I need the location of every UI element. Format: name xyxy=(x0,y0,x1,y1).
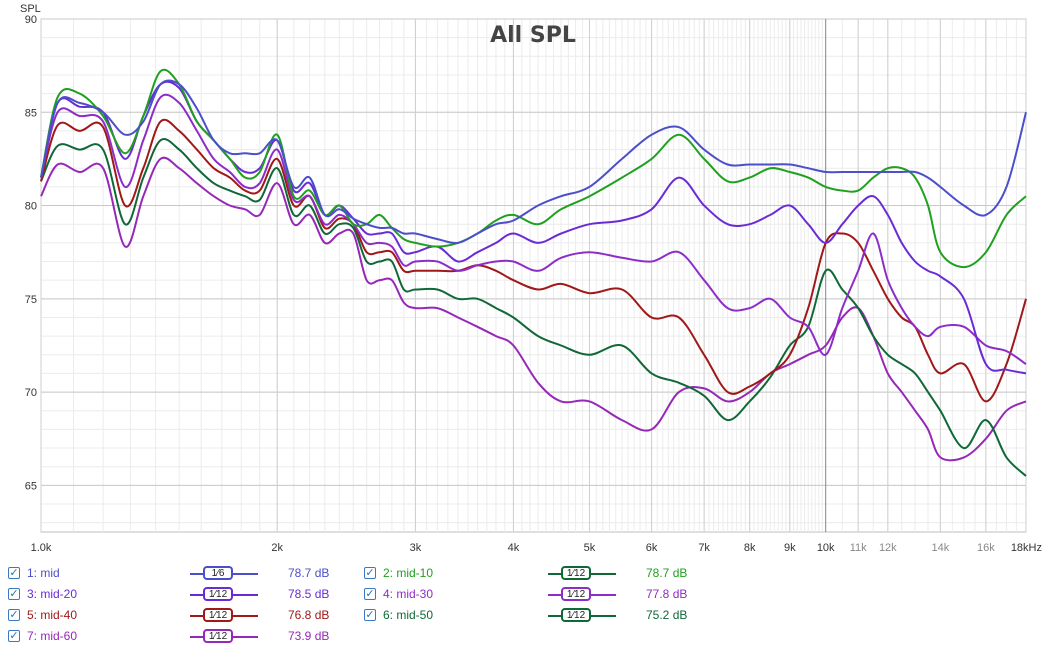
level-value: 78.7 dB xyxy=(288,566,330,580)
series-lines xyxy=(40,68,1027,477)
x-tick-label: 6k xyxy=(646,542,658,554)
series-line-mid-40 xyxy=(40,118,1027,403)
smoothing-value: 1⁄12 xyxy=(208,610,228,621)
smoothing-value: 1⁄12 xyxy=(566,610,586,621)
x-tick-label: 2k xyxy=(271,542,283,554)
x-tick-label: 5k xyxy=(584,542,596,554)
y-tick-label: 80 xyxy=(25,201,37,213)
smoothing-value: 1⁄12 xyxy=(566,589,586,600)
y-axis-ticks: 65 70 75 80 85 90 xyxy=(25,14,37,492)
checkbox-icon[interactable]: ✓ xyxy=(364,608,376,621)
grid xyxy=(40,18,1027,532)
x-tick-label: 14k xyxy=(931,542,949,554)
level-value: 76.8 dB xyxy=(288,608,330,622)
legend-item-mid-50[interactable]: ✓ 6: mid-50 xyxy=(364,606,433,624)
y-axis-label: SPL xyxy=(20,3,41,15)
smoothing-value: 1⁄12 xyxy=(208,589,228,600)
checkbox-icon[interactable]: ✓ xyxy=(8,587,20,600)
level-value: 78.7 dB xyxy=(646,566,688,580)
checkbox-icon[interactable]: ✓ xyxy=(8,566,20,579)
smoothing-control[interactable]: 1⁄12 xyxy=(190,586,258,604)
series-line-mid-30 xyxy=(40,93,1027,365)
legend-item-mid-10[interactable]: ✓ 2: mid-10 xyxy=(364,564,433,582)
checkbox-icon[interactable]: ✓ xyxy=(364,566,376,579)
smoothing-control[interactable]: 1⁄12 xyxy=(548,586,616,604)
legend: ✓ 1: mid 1⁄6 78.7 dB ✓ 2: mid-10 1⁄12 78… xyxy=(0,562,1046,648)
x-tick-label: 4k xyxy=(508,542,520,554)
x-tick-label: 1.0k xyxy=(31,542,52,554)
y-tick-label: 65 xyxy=(25,480,37,492)
x-tick-label: 10k xyxy=(817,542,835,554)
y-tick-label: 85 xyxy=(25,107,37,119)
checkbox-icon[interactable]: ✓ xyxy=(8,629,20,642)
legend-item-mid-60[interactable]: ✓ 7: mid-60 xyxy=(8,627,77,645)
y-tick-label: 75 xyxy=(25,294,37,306)
legend-label: 4: mid-30 xyxy=(383,587,434,601)
smoothing-control[interactable]: 1⁄6 xyxy=(190,565,258,583)
y-tick-label: 90 xyxy=(25,14,37,26)
legend-label: 2: mid-10 xyxy=(383,566,434,580)
smoothing-control[interactable]: 1⁄12 xyxy=(190,628,258,646)
legend-item-mid-30[interactable]: ✓ 4: mid-30 xyxy=(364,585,433,603)
smoothing-control[interactable]: 1⁄12 xyxy=(190,607,258,625)
x-tick-label: 12k xyxy=(879,542,897,554)
legend-label: 7: mid-60 xyxy=(27,629,78,643)
x-tick-label: 8k xyxy=(744,542,756,554)
level-value: 77.8 dB xyxy=(646,587,688,601)
legend-item-mid[interactable]: ✓ 1: mid xyxy=(8,564,60,582)
x-axis-ticks: 1.0k 2k 3k 4k 5k 6k 7k 8k 9k 10k 11k 12k 14k 16k 18kHz xyxy=(31,542,1042,554)
series-line-mid xyxy=(40,79,1027,245)
legend-item-mid-20[interactable]: ✓ 3: mid-20 xyxy=(8,585,77,603)
smoothing-value: 1⁄12 xyxy=(566,568,586,579)
checkbox-icon[interactable]: ✓ xyxy=(364,587,376,600)
checkbox-icon[interactable]: ✓ xyxy=(8,608,20,621)
level-value: 73.9 dB xyxy=(288,629,330,643)
chart-title: All SPL xyxy=(490,23,576,48)
x-tick-label: 3k xyxy=(410,542,422,554)
legend-item-mid-40[interactable]: ✓ 5: mid-40 xyxy=(8,606,77,624)
smoothing-value: 1⁄6 xyxy=(211,568,225,579)
plot-area[interactable] xyxy=(40,18,1027,533)
legend-label: 1: mid xyxy=(27,566,60,580)
legend-label: 6: mid-50 xyxy=(383,608,434,622)
x-tick-label: 16k xyxy=(977,542,995,554)
legend-label: 3: mid-20 xyxy=(27,587,78,601)
smoothing-control[interactable]: 1⁄12 xyxy=(548,565,616,583)
level-value: 78.5 dB xyxy=(288,587,330,601)
x-tick-label: 7k xyxy=(698,542,710,554)
y-tick-label: 70 xyxy=(25,387,37,399)
x-tick-label: 18kHz xyxy=(1011,542,1042,554)
series-line-mid-50 xyxy=(40,138,1027,477)
smoothing-control[interactable]: 1⁄12 xyxy=(548,607,616,625)
x-tick-label: 9k xyxy=(784,542,796,554)
smoothing-value: 1⁄12 xyxy=(208,631,228,642)
x-tick-label: 11k xyxy=(850,542,867,554)
level-value: 75.2 dB xyxy=(646,608,688,622)
legend-label: 5: mid-40 xyxy=(27,608,78,622)
